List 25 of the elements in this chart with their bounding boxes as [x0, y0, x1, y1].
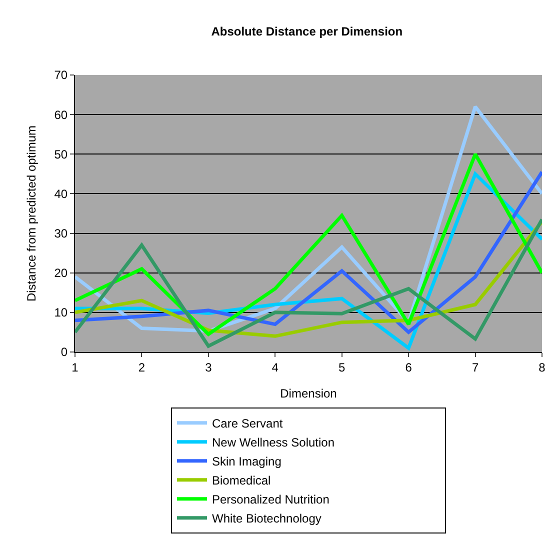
x-tick-label: 3 — [205, 360, 212, 374]
y-tick-label: 10 — [54, 306, 68, 320]
legend-label: Personalized Nutrition — [212, 492, 330, 507]
x-tick-label: 1 — [72, 360, 79, 374]
y-tick-label: 50 — [54, 147, 68, 162]
legend-label: Care Servant — [212, 416, 284, 431]
x-tick-label: 4 — [272, 360, 279, 374]
x-tick-label: 8 — [538, 360, 546, 374]
x-tick-label: 5 — [338, 360, 346, 374]
y-tick-label: 20 — [54, 266, 68, 280]
y-axis-title: Distance from predicted optimum — [24, 125, 39, 302]
y-tick-label: 60 — [54, 108, 68, 122]
y-tick-label: 70 — [54, 68, 68, 82]
y-tick-label: 40 — [54, 186, 68, 201]
x-tick-label: 6 — [405, 360, 412, 374]
x-axis-title: Dimension — [280, 386, 337, 400]
legend-label: Biomedical — [212, 474, 271, 488]
chart-title: Absolute Distance per Dimension — [211, 24, 403, 39]
legend-label: New Wellness Solution — [212, 436, 335, 450]
x-tick-label: 2 — [138, 360, 146, 374]
x-tick-label: 7 — [472, 360, 479, 374]
legend-label: Skin Imaging — [212, 454, 282, 469]
legend-label: White Biotechnology — [212, 512, 322, 526]
y-tick-label: 30 — [54, 226, 68, 240]
y-tick-label: 0 — [60, 345, 68, 360]
